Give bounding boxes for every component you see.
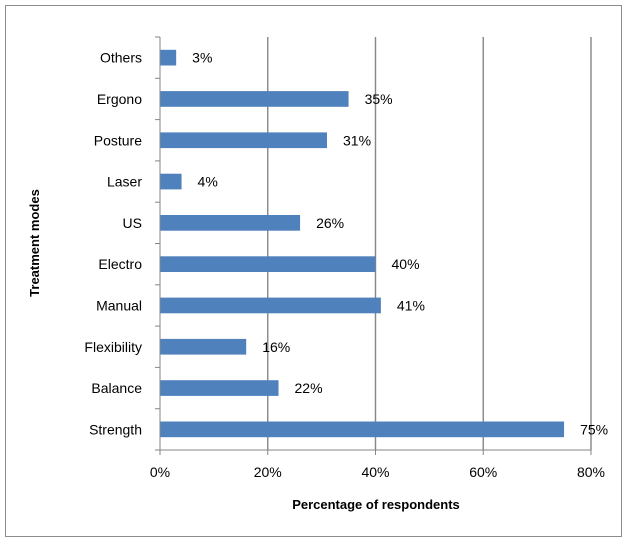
bar (160, 215, 301, 231)
bar (160, 380, 279, 396)
x-axis-title: Percentage of respondents (292, 497, 460, 512)
data-label: 3% (192, 50, 212, 66)
data-labels: 75% 22% 16% 41% 40% 26% 4% 31% 35% 3% (192, 50, 608, 438)
bar (160, 256, 376, 272)
category-label: US (123, 215, 142, 231)
bar (160, 132, 328, 149)
x-tick-labels: 0% 20% 40% 60% 80% (150, 464, 605, 480)
bar (160, 421, 565, 438)
axes (155, 36, 592, 455)
category-label: Others (100, 50, 142, 66)
data-label: 31% (343, 132, 371, 148)
bar (160, 49, 177, 66)
data-label: 26% (316, 215, 344, 231)
category-labels: Strength Balance Flexibility Manual Electro U… (84, 50, 142, 438)
bar (160, 173, 182, 190)
category-label: Posture (94, 132, 142, 148)
data-label: 16% (262, 339, 290, 355)
data-label: 40% (392, 256, 420, 272)
category-label: Strength (89, 421, 142, 437)
category-label: Flexibility (84, 339, 142, 355)
x-tick-label: 40% (361, 464, 389, 480)
category-label: Balance (91, 380, 142, 396)
category-label: Manual (96, 297, 142, 313)
x-tick-label: 80% (577, 464, 605, 480)
category-label: Laser (107, 174, 142, 190)
x-tick-label: 0% (150, 464, 170, 480)
x-tick-label: 20% (254, 464, 282, 480)
data-label: 75% (580, 421, 608, 437)
category-label: Ergono (97, 91, 142, 107)
data-label: 22% (295, 380, 323, 396)
bar (160, 297, 381, 314)
category-label: Electro (98, 256, 142, 272)
bars (160, 49, 565, 438)
y-axis-title: Treatment modes (27, 189, 42, 297)
bar (160, 91, 349, 107)
bar (160, 338, 247, 355)
data-label: 41% (397, 297, 425, 313)
x-tick-label: 60% (469, 464, 497, 480)
data-label: 4% (198, 174, 218, 190)
data-label: 35% (365, 91, 393, 107)
